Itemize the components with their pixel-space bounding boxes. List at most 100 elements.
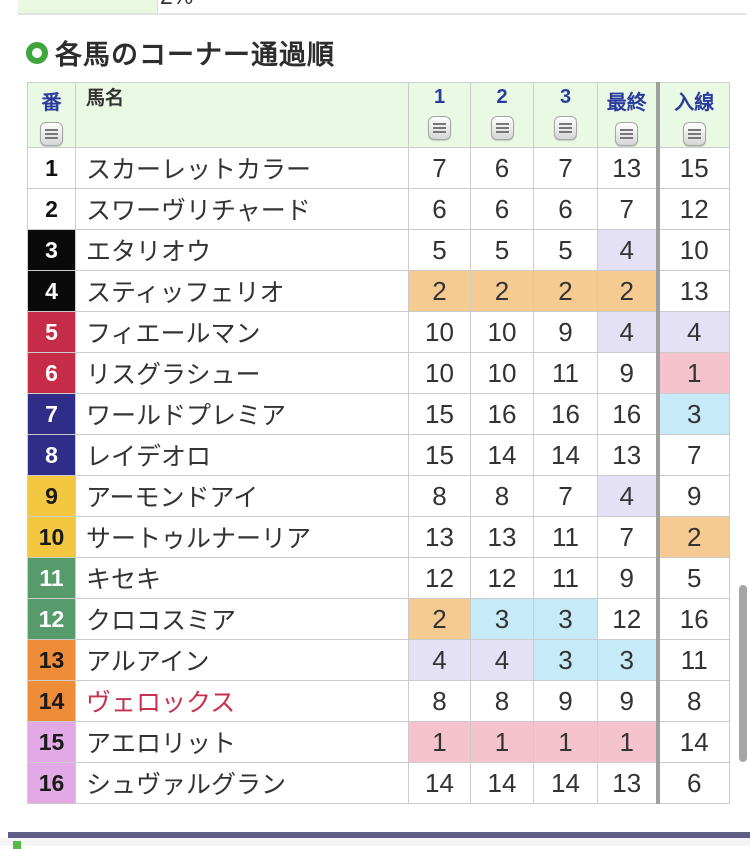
horse-number-cell: 16	[27, 762, 76, 804]
pass-cell-corner-1: 2	[408, 270, 471, 312]
pass-cell-finish: 15	[657, 147, 730, 189]
section-title-label: 各馬のコーナー通過順	[55, 40, 335, 70]
hamburger-lines-icon	[620, 129, 634, 139]
pass-cell-corner-2: 8	[470, 475, 534, 517]
previous-table-clipped-row: 2%	[18, 0, 746, 15]
horse-number-cell: 13	[27, 639, 76, 681]
sort-button-finish[interactable]	[682, 122, 706, 146]
pass-cell-final: 13	[597, 762, 660, 804]
pass-cell-corner-2: 2	[470, 270, 534, 312]
horse-name-cell: アーモンドアイ	[75, 475, 409, 517]
pass-cell-corner-3: 6	[533, 188, 598, 230]
hamburger-lines-icon	[495, 123, 509, 133]
horse-number-cell: 14	[27, 680, 76, 722]
pass-cell-corner-2: 6	[470, 188, 534, 230]
pass-cell-corner-3: 11	[533, 352, 598, 394]
pass-cell-finish: 12	[657, 188, 730, 230]
horse-name-cell: スワーヴリチャード	[75, 188, 409, 230]
horse-number-cell: 11	[27, 557, 76, 599]
horse-name-cell: キセキ	[75, 557, 409, 599]
sort-button-corner-2[interactable]	[490, 116, 514, 140]
horse-name-cell: アエロリット	[75, 721, 409, 763]
pass-cell-corner-1: 10	[408, 311, 471, 353]
green-ring-icon	[26, 41, 48, 64]
table-row: 8 レイデオロ 15 14 14 13 7	[27, 434, 730, 476]
table-row: 3 エタリオウ 5 5 5 4 10	[27, 229, 730, 271]
horse-name-cell: サートゥルナーリア	[75, 516, 409, 558]
pass-cell-corner-1: 6	[408, 188, 471, 230]
pass-cell-corner-2: 1	[470, 721, 534, 763]
hamburger-lines-icon	[45, 129, 58, 139]
pass-cell-corner-2: 3	[470, 598, 534, 640]
section-title: 各馬のコーナー通過順	[26, 33, 335, 72]
pass-cell-corner-1: 2	[408, 598, 471, 640]
horse-number-cell: 15	[27, 721, 76, 763]
table-row: 7 ワールドプレミア 15 16 16 16 3	[27, 393, 730, 435]
scrollbar-thumb[interactable]	[739, 585, 747, 762]
horse-name-cell: ヴェロックス	[75, 680, 409, 722]
horse-name-cell: アルアイン	[75, 639, 409, 681]
sort-button-final[interactable]	[615, 122, 639, 146]
horse-name-cell: スカーレットカラー	[75, 147, 409, 189]
pass-cell-corner-1: 7	[408, 147, 471, 189]
pass-cell-corner-1: 14	[408, 762, 471, 804]
horse-number-cell: 2	[27, 188, 76, 230]
pass-cell-corner-1: 13	[408, 516, 471, 558]
table-row: 10 サートゥルナーリア 13 13 11 7 2	[27, 516, 730, 558]
horse-name-cell: スティッフェリオ	[75, 270, 409, 312]
table-header-row: 番 馬名 1 2 3	[27, 82, 730, 148]
pass-cell-corner-1: 15	[408, 434, 471, 476]
pass-cell-finish: 7	[657, 434, 730, 476]
pass-cell-final: 2	[597, 270, 660, 312]
pass-cell-finish: 14	[657, 721, 730, 763]
pass-cell-corner-3: 7	[533, 475, 598, 517]
pass-cell-finish: 1	[657, 352, 730, 394]
horse-number-cell: 1	[27, 147, 76, 189]
pass-cell-corner-3: 9	[533, 680, 598, 722]
table-row: 2 スワーヴリチャード 6 6 6 7 12	[27, 188, 730, 230]
pass-cell-finish: 9	[657, 475, 730, 517]
pass-cell-finish: 4	[657, 311, 730, 353]
pass-cell-final: 9	[597, 557, 660, 599]
pass-cell-corner-1: 1	[408, 721, 471, 763]
pass-cell-final: 13	[597, 147, 660, 189]
pass-cell-corner-3: 14	[533, 434, 598, 476]
pass-cell-corner-3: 14	[533, 762, 598, 804]
horse-name-cell: エタリオウ	[75, 229, 409, 271]
pass-cell-corner-2: 10	[470, 352, 534, 394]
header-horse-name: 馬名	[75, 82, 409, 148]
pass-cell-finish: 13	[657, 270, 730, 312]
table-row: 12 クロコスミア 2 3 3 12 16	[27, 598, 730, 640]
hamburger-lines-icon	[559, 123, 572, 133]
pass-cell-corner-3: 2	[533, 270, 598, 312]
pass-cell-corner-1: 15	[408, 393, 471, 435]
table-row: 14 ヴェロックス 8 8 9 9 8	[27, 680, 730, 722]
sort-button-number[interactable]	[40, 122, 63, 146]
hamburger-lines-icon	[433, 123, 446, 133]
sort-button-corner-3[interactable]	[554, 116, 577, 140]
pass-cell-corner-2: 16	[470, 393, 534, 435]
pass-cell-corner-3: 11	[533, 516, 598, 558]
pass-cell-corner-2: 8	[470, 680, 534, 722]
pass-cell-finish: 8	[657, 680, 730, 722]
horse-number-cell: 3	[27, 229, 76, 271]
horse-number-cell: 5	[27, 311, 76, 353]
header-corner-1: 1	[408, 82, 471, 148]
pass-cell-corner-2: 4	[470, 639, 534, 681]
pass-cell-corner-3: 7	[533, 147, 598, 189]
header-horse-number: 番	[27, 82, 76, 148]
pass-cell-corner-3: 3	[533, 639, 598, 681]
pass-cell-corner-3: 9	[533, 311, 598, 353]
table-row: 9 アーモンドアイ 8 8 7 4 9	[27, 475, 730, 517]
horse-name-cell: レイデオロ	[75, 434, 409, 476]
next-section-divider	[8, 832, 750, 838]
table-row: 5 フィエールマン 10 10 9 4 4	[27, 311, 730, 353]
table-row: 4 スティッフェリオ 2 2 2 2 13	[27, 270, 730, 312]
table-row: 16 シュヴァルグラン 14 14 14 13 6	[27, 762, 730, 804]
pass-cell-corner-2: 14	[470, 434, 534, 476]
sort-button-corner-1[interactable]	[428, 116, 451, 140]
pass-cell-final: 7	[597, 188, 660, 230]
pass-cell-final: 4	[597, 229, 660, 271]
pass-cell-corner-2: 10	[470, 311, 534, 353]
horse-number-cell: 6	[27, 352, 76, 394]
